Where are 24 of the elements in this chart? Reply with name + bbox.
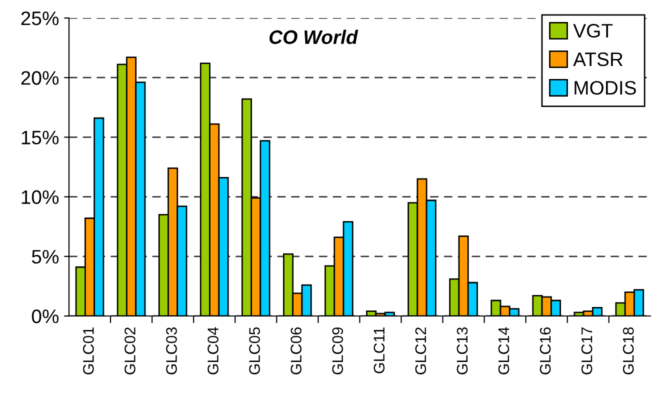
x-tick-label: GLC11	[374, 327, 385, 374]
y-tick-label: 15%	[22, 130, 59, 144]
x-tick-label: GLC09	[332, 327, 344, 374]
y-tick-label: 0%	[32, 309, 59, 324]
x-tick-label: GLC02	[124, 327, 136, 374]
x-tick-label: GLC03	[166, 327, 177, 374]
x-tick-label: GLC04	[208, 327, 218, 374]
x-tick-label: GLC14	[498, 327, 510, 374]
x-tick-label: GLC16	[540, 327, 551, 374]
x-tick-label: GLC17	[581, 327, 592, 374]
y-tick-label: 20%	[21, 71, 59, 85]
x-tick-label: GLC18	[622, 327, 634, 374]
x-tick-label: GLC06	[290, 327, 302, 374]
x-tick-label: GLC01	[83, 327, 94, 374]
y-tick-label: 25%	[21, 11, 59, 26]
legend-label: MODIS	[574, 80, 636, 95]
x-tick-label: GLC05	[249, 327, 260, 374]
chart-title: CO World	[269, 30, 358, 44]
y-tick-label: 5%	[32, 250, 59, 264]
x-tick-label: GLC13	[456, 327, 468, 374]
x-tick-label: GLC12	[415, 327, 426, 374]
y-tick-label: 10%	[22, 190, 59, 204]
legend-label: ATSR	[573, 52, 623, 66]
legend-label: VGT	[573, 24, 613, 38]
